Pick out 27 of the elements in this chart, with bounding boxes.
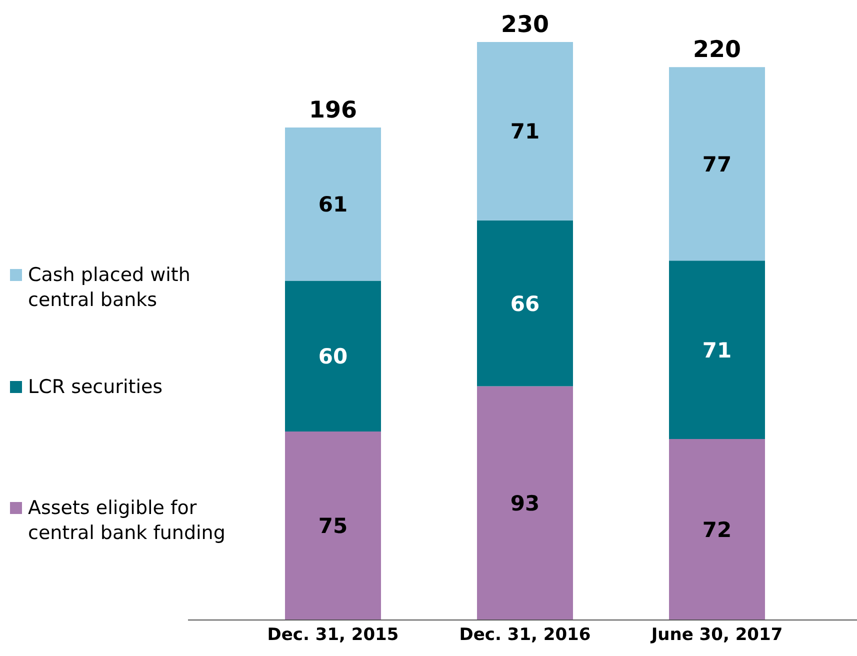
bar	[669, 260, 765, 440]
data-label: 71	[702, 338, 732, 362]
total-label: 230	[500, 12, 550, 38]
data-label: 72	[702, 518, 732, 542]
total-label: 220	[692, 37, 742, 64]
legend-label: Assets eligible for central bank funding	[28, 496, 226, 546]
bar	[669, 67, 765, 261]
x-tick-label: Dec. 31, 2015	[267, 625, 399, 646]
legend-label: Cash placed with central banks	[28, 263, 192, 313]
bar	[477, 386, 573, 620]
data-label: 77	[702, 152, 732, 176]
x-tick-label: Dec. 31, 2016	[459, 625, 591, 646]
data-label: 66	[510, 292, 540, 316]
data-label: 71	[510, 120, 540, 144]
bar	[285, 127, 381, 281]
data-label: 61	[318, 192, 348, 217]
bar	[285, 280, 381, 432]
data-label: 60	[318, 344, 348, 369]
legend-label: LCR securities	[28, 375, 163, 400]
bar	[477, 42, 573, 220]
bar	[669, 439, 765, 620]
total-label: 196	[308, 97, 358, 124]
data-label: 75	[318, 514, 348, 538]
bar	[477, 220, 573, 386]
bar	[285, 432, 381, 620]
x-tick-label: June 30, 2017	[650, 625, 783, 646]
data-label: 93	[510, 492, 540, 516]
